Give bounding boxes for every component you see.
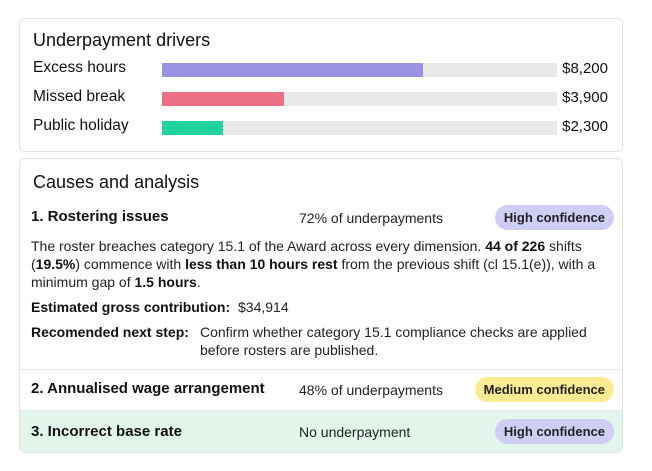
estimated-contribution: Estimated gross contribution: $34,914	[31, 298, 606, 316]
driver-label: Public holiday	[33, 117, 129, 134]
cause-description: The roster breaches category 15.1 of the…	[31, 237, 606, 291]
driver-row-excess-hours: Excess hours $8,200	[33, 57, 608, 81]
next-step-label: Recomended next step:	[31, 324, 189, 340]
driver-bar-fill	[162, 63, 423, 77]
drivers-title: Underpayment drivers	[33, 30, 211, 50]
cause-title: 2. Annualised wage arrangement	[31, 380, 265, 397]
description-text: .	[196, 274, 201, 290]
description-emphasis: 1.5 hours	[134, 274, 197, 290]
cause-share: No underpayment	[299, 424, 411, 440]
description-text: ) commence with	[75, 256, 186, 272]
driver-bar-track	[162, 92, 557, 106]
cause-row-rostering-issues[interactable]: 1. Rostering issues 72% of underpayments…	[20, 201, 622, 241]
driver-bar-track	[162, 121, 557, 135]
description-emphasis: 44 of 226	[485, 238, 546, 254]
driver-row-public-holiday: Public holiday $2,300	[33, 115, 608, 139]
cause-title: 3. Incorrect base rate	[31, 423, 182, 440]
next-step-value: Confirm whether category 15.1 compliance…	[200, 324, 587, 358]
confidence-badge: Medium confidence	[474, 377, 614, 402]
cause-share: 48% of underpayments	[299, 382, 443, 398]
analysis-title: Causes and analysis	[33, 172, 200, 192]
driver-value: $3,900	[562, 89, 608, 106]
estimate-label: Estimated gross contribution:	[31, 299, 231, 315]
causes-analysis-card: Causes and analysis 1. Rostering issues …	[19, 158, 623, 453]
cause-title: 1. Rostering issues	[31, 208, 169, 225]
driver-label: Missed break	[33, 88, 126, 105]
confidence-badge: High confidence	[494, 419, 614, 444]
description-text: The roster breaches category 15.1 of the…	[31, 238, 486, 254]
cause-row-incorrect-base-rate[interactable]: 3. Incorrect base rate No underpayment H…	[20, 411, 622, 451]
description-emphasis: 19.5%	[35, 256, 76, 272]
underpayment-drivers-card: Underpayment drivers Excess hours $8,200…	[19, 18, 623, 152]
driver-value: $8,200	[562, 60, 608, 77]
driver-bar-track	[162, 63, 557, 77]
cause-share: 72% of underpayments	[299, 210, 443, 226]
cause-row-annualised-wage[interactable]: 2. Annualised wage arrangement 48% of un…	[20, 370, 622, 410]
driver-label: Excess hours	[33, 59, 127, 76]
driver-value: $2,300	[562, 118, 608, 135]
estimate-value: $34,914	[238, 299, 289, 315]
driver-row-missed-break: Missed break $3,900	[33, 86, 608, 110]
description-emphasis: less than 10 hours rest	[185, 256, 338, 272]
description-text: from the previous shift (cl 15.1(e)), wi…	[31, 256, 596, 290]
confidence-badge: High confidence	[494, 205, 614, 230]
driver-bar-fill	[162, 92, 285, 106]
driver-bar-fill	[162, 121, 224, 135]
row-divider	[20, 369, 622, 370]
description-text: shifts (	[31, 238, 582, 272]
row-divider	[20, 410, 622, 411]
